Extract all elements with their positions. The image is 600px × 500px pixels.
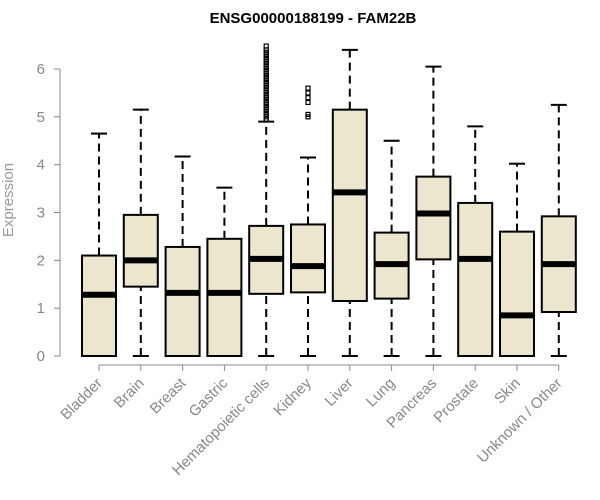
outlier-point	[305, 99, 311, 106]
y-tick-label: 6	[37, 61, 45, 78]
x-tick-label: Liver	[322, 375, 357, 410]
iqr-box	[290, 223, 326, 294]
y-tick-label: 3	[37, 205, 45, 222]
iqr-box	[499, 230, 535, 357]
y-tick-label: 4	[37, 157, 45, 174]
outlier-point	[263, 43, 269, 49]
iqr-box	[415, 175, 452, 261]
y-tick-label: 2	[37, 252, 45, 269]
outlier-point	[305, 90, 311, 96]
box-brain	[122, 108, 159, 357]
box-liver	[331, 48, 368, 357]
x-tick-label: Prostate	[430, 375, 482, 427]
box-breast	[164, 155, 201, 357]
boxplot-series	[81, 43, 577, 357]
chart-title: ENSG00000188199 - FAM22B	[210, 10, 417, 27]
iqr-box	[81, 254, 117, 357]
y-axis: 0 1 2 3 4 5 6	[37, 61, 61, 365]
box-kidney	[290, 85, 326, 357]
box-bladder	[81, 132, 117, 357]
iqr-box	[206, 237, 243, 357]
x-tick-label: Bladder	[57, 375, 106, 424]
x-tick-label: Brain	[111, 375, 148, 412]
box-gastric	[206, 186, 243, 357]
box-unknown-other	[540, 103, 577, 357]
outlier-point	[305, 111, 311, 118]
y-tick-label: 1	[37, 300, 45, 317]
y-tick-label: 0	[37, 348, 45, 365]
box-hematopoietic-cells	[248, 43, 285, 357]
box-skin	[499, 162, 535, 357]
box-pancreas	[415, 65, 452, 357]
box-lung	[373, 139, 410, 357]
outlier-point	[305, 95, 311, 101]
x-tick-label: Kidney	[270, 374, 315, 419]
iqr-box	[457, 201, 494, 357]
x-tick-label: Breast	[147, 374, 190, 417]
y-tick-label: 5	[37, 109, 45, 126]
iqr-box	[164, 245, 201, 357]
iqr-box	[331, 108, 368, 302]
box-prostate	[457, 125, 494, 357]
x-tick-label: Lung	[363, 375, 399, 411]
y-axis-label: Expression	[0, 163, 17, 237]
outlier-point	[305, 85, 311, 91]
iqr-box	[122, 213, 159, 288]
x-tick-label: Skin	[491, 375, 524, 408]
